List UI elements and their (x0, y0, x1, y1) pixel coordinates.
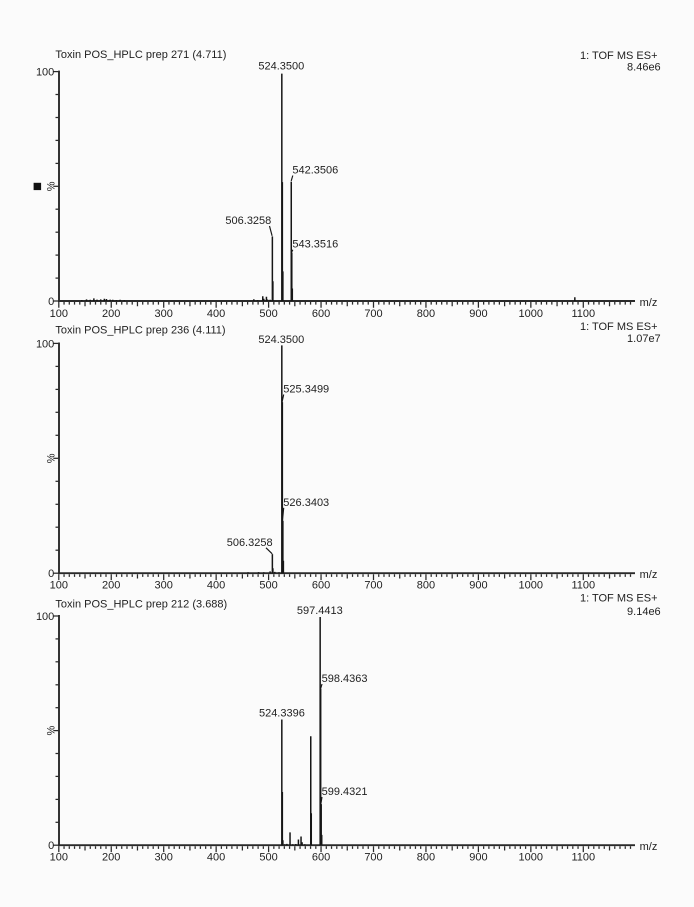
svg-text:400: 400 (207, 308, 225, 320)
svg-text:300: 300 (155, 851, 173, 863)
svg-text:100: 100 (50, 308, 68, 320)
svg-text:700: 700 (364, 308, 382, 320)
svg-text:0: 0 (48, 568, 54, 580)
svg-text:900: 900 (469, 308, 487, 320)
svg-text:600: 600 (312, 308, 330, 320)
svg-text:Toxin POS_HPLC prep 236 (4.111: Toxin POS_HPLC prep 236 (4.111) (55, 325, 225, 337)
svg-text:1000: 1000 (519, 579, 543, 591)
svg-text:400: 400 (207, 851, 225, 863)
svg-text:200: 200 (102, 851, 120, 863)
svg-text:400: 400 (207, 579, 225, 591)
svg-text:1: TOF MS ES+: 1: TOF MS ES+ (580, 593, 658, 605)
svg-text:500: 500 (259, 579, 277, 591)
svg-text:%: % (46, 725, 58, 735)
svg-text:Toxin POS_HPLC prep 271 (4.711: Toxin POS_HPLC prep 271 (4.711) (55, 49, 226, 61)
svg-text:100: 100 (50, 579, 68, 591)
svg-text:100: 100 (36, 67, 54, 79)
svg-text:700: 700 (364, 579, 382, 591)
svg-text:200: 200 (102, 579, 120, 591)
svg-text:100: 100 (50, 851, 68, 863)
svg-text:1000: 1000 (519, 851, 543, 863)
svg-text:500: 500 (259, 308, 277, 320)
svg-text:1100: 1100 (571, 851, 595, 863)
svg-text:900: 900 (469, 851, 487, 863)
svg-text:599.4321: 599.4321 (322, 786, 368, 798)
svg-text:500: 500 (259, 851, 277, 863)
svg-text:800: 800 (417, 308, 435, 320)
svg-text:1000: 1000 (519, 308, 543, 320)
svg-text:900: 900 (469, 579, 487, 591)
svg-text:597.4413: 597.4413 (297, 605, 343, 617)
svg-text:506.3258: 506.3258 (227, 537, 273, 549)
svg-text:543.3516: 543.3516 (292, 239, 338, 251)
svg-text:m/z: m/z (640, 297, 658, 309)
svg-text:598.4363: 598.4363 (322, 673, 368, 685)
svg-text:524.3500: 524.3500 (258, 334, 304, 346)
svg-text:600: 600 (312, 579, 330, 591)
svg-text:526.3403: 526.3403 (283, 497, 329, 509)
svg-text:8.46e6: 8.46e6 (627, 61, 661, 73)
svg-text:524.3500: 524.3500 (258, 61, 304, 73)
svg-text:800: 800 (417, 851, 435, 863)
svg-text:100: 100 (36, 611, 54, 623)
svg-text:525.3499: 525.3499 (283, 384, 329, 396)
svg-text:100: 100 (36, 338, 54, 350)
svg-text:Toxin POS_HPLC prep 212 (3.688: Toxin POS_HPLC prep 212 (3.688) (55, 598, 227, 610)
svg-text:1: TOF MS ES+: 1: TOF MS ES+ (580, 321, 658, 333)
svg-text:0: 0 (48, 840, 54, 852)
svg-text:%: % (46, 181, 58, 191)
svg-text:%: % (46, 453, 58, 463)
svg-text:542.3506: 542.3506 (292, 165, 338, 177)
svg-text:300: 300 (155, 308, 173, 320)
svg-text:200: 200 (102, 308, 120, 320)
svg-text:m/z: m/z (640, 841, 658, 853)
svg-text:1.07e7: 1.07e7 (627, 333, 661, 345)
svg-text:300: 300 (155, 579, 173, 591)
svg-text:m/z: m/z (640, 569, 658, 581)
svg-text:506.3258: 506.3258 (225, 215, 271, 227)
svg-text:9.14e6: 9.14e6 (627, 606, 661, 618)
svg-text:1: TOF MS ES+: 1: TOF MS ES+ (580, 50, 658, 62)
svg-text:600: 600 (312, 851, 330, 863)
svg-text:524.3396: 524.3396 (259, 708, 305, 720)
svg-text:1100: 1100 (571, 579, 595, 591)
svg-text:1100: 1100 (571, 308, 595, 320)
svg-text:0: 0 (48, 296, 54, 308)
svg-text:700: 700 (364, 851, 382, 863)
svg-text:800: 800 (417, 579, 435, 591)
